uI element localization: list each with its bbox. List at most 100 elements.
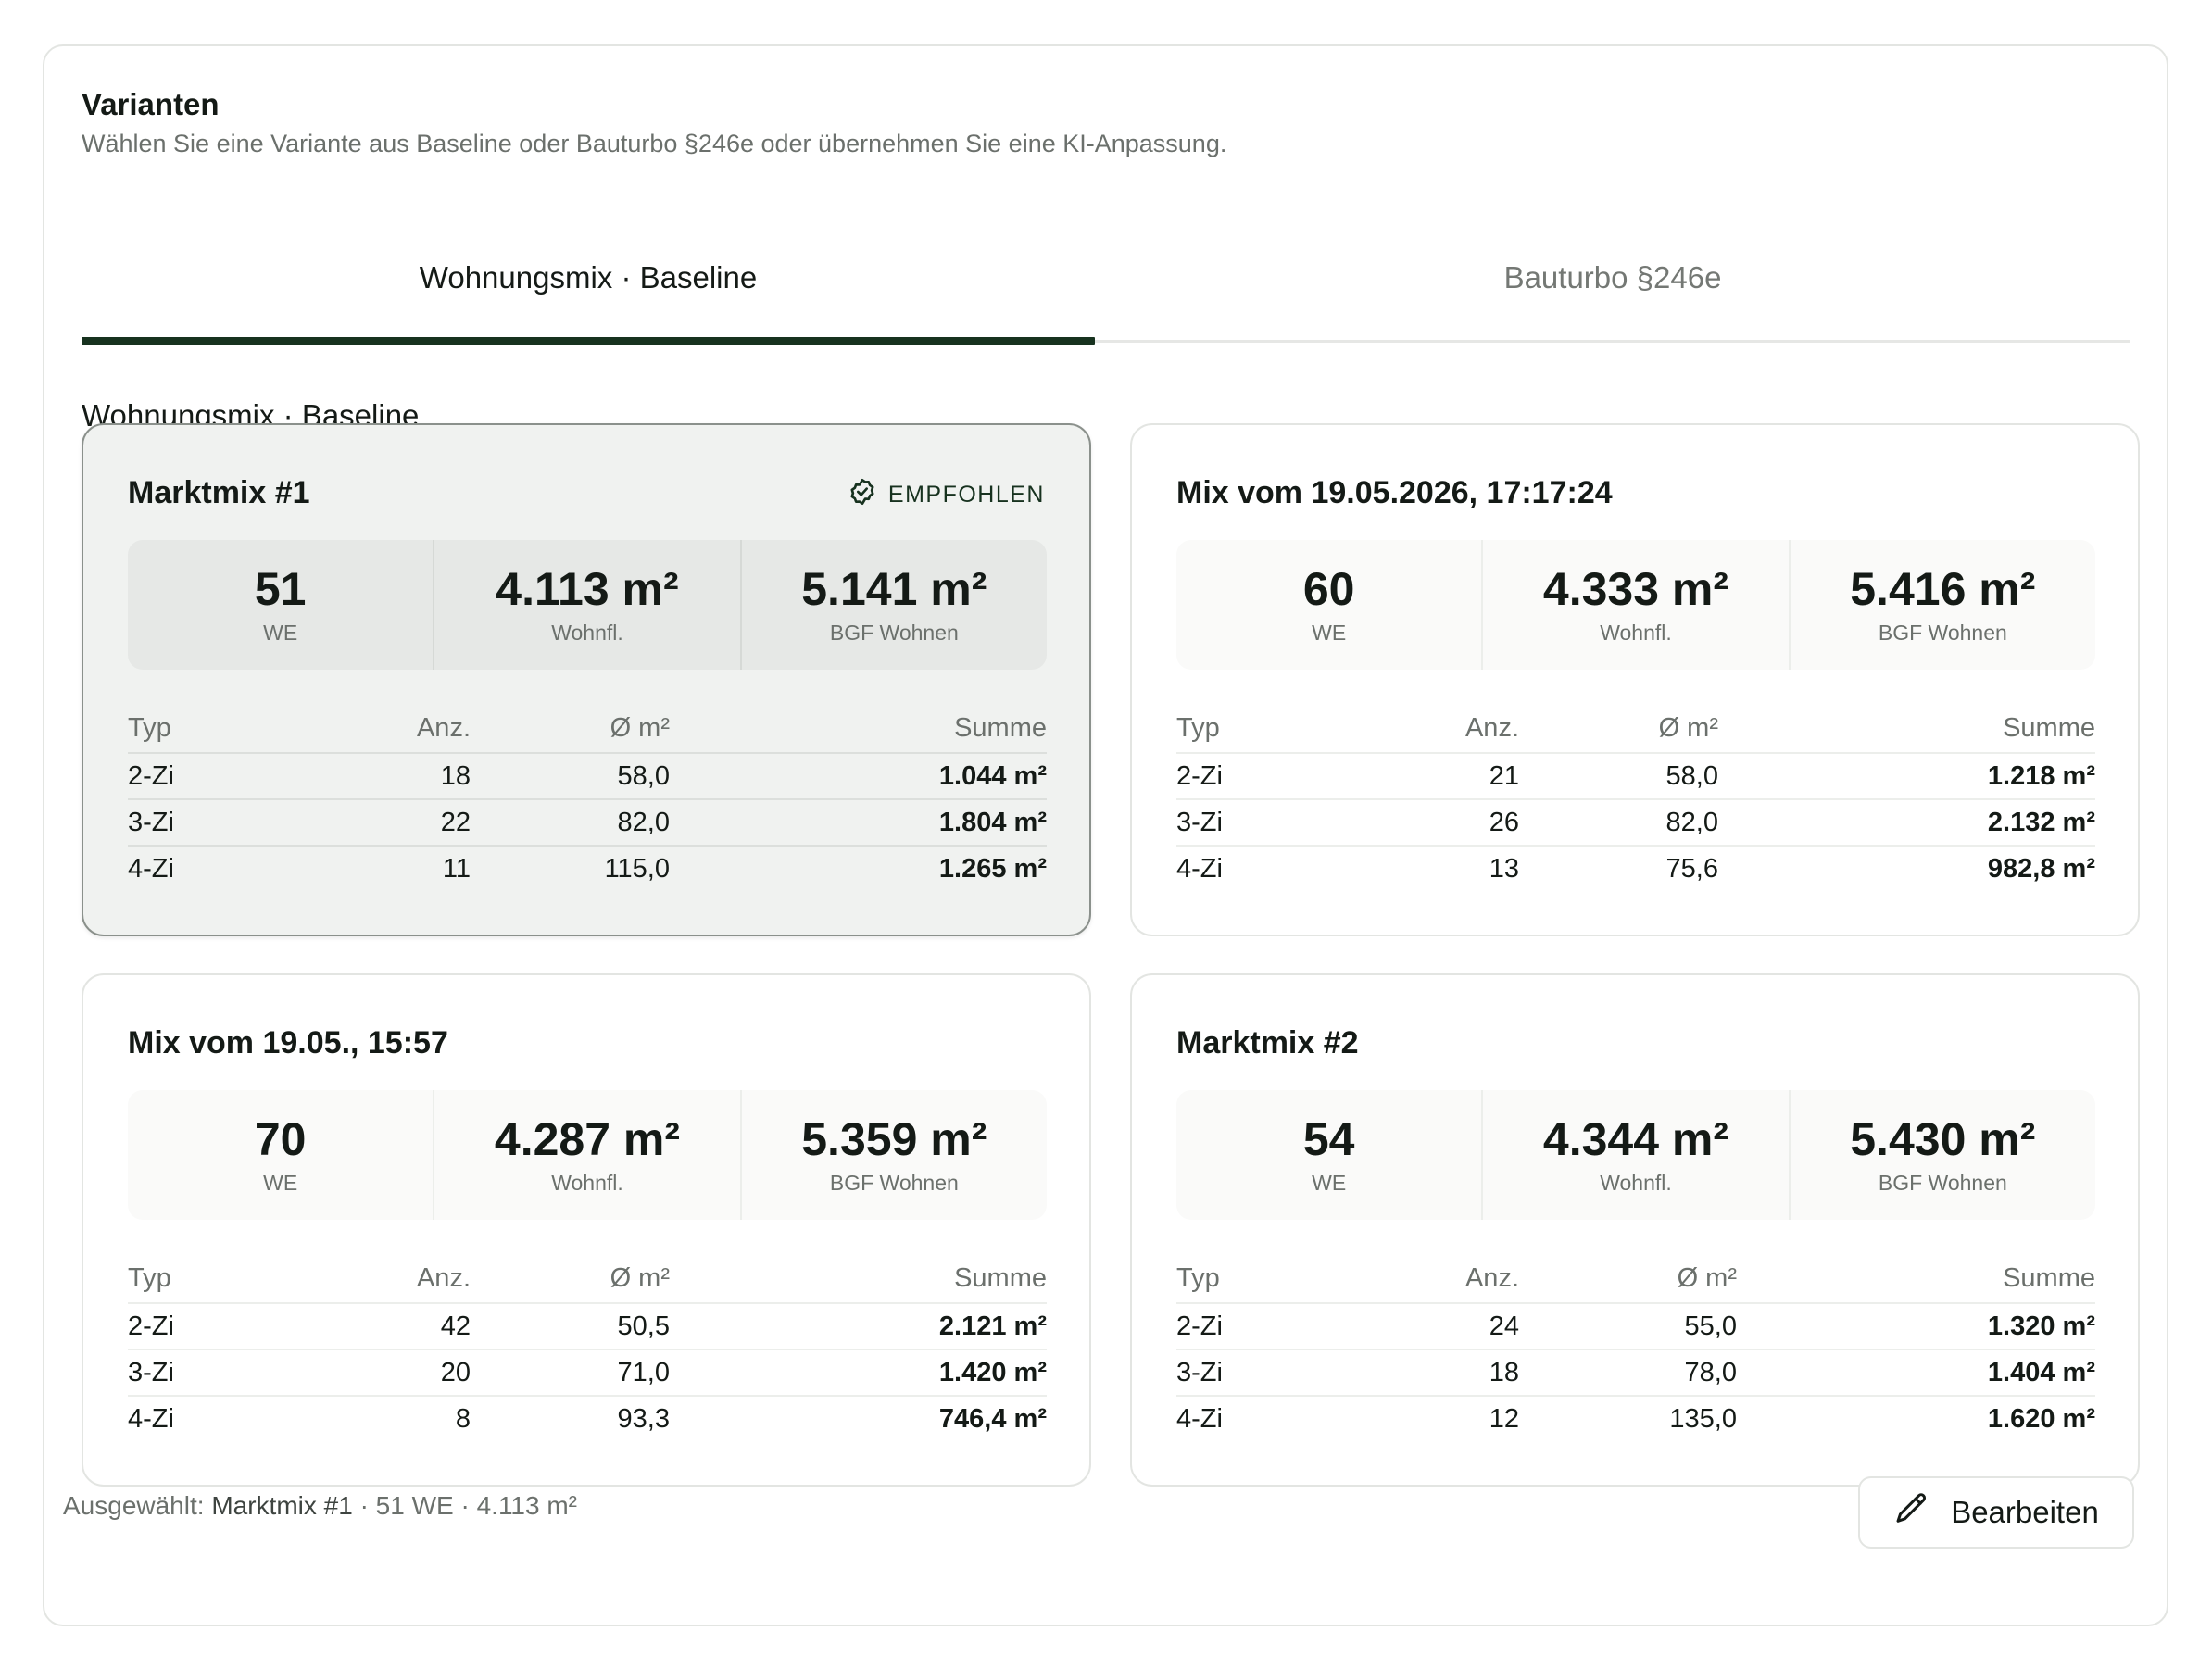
stat-label: WE bbox=[263, 621, 298, 645]
cell-avg: 82,0 bbox=[471, 798, 670, 846]
cell-avg: 135,0 bbox=[1519, 1395, 1737, 1442]
cell-anz: 18 bbox=[1343, 1349, 1519, 1396]
cell-sum: 1.218 m² bbox=[1718, 752, 2095, 799]
cell-typ: 3-Zi bbox=[128, 798, 295, 846]
table-row: 2-Zi 42 50,5 2.121 m² bbox=[128, 1302, 1047, 1349]
edit-button[interactable]: Bearbeiten bbox=[1858, 1476, 2134, 1549]
cell-avg: 58,0 bbox=[1519, 752, 1718, 799]
unit-mix-table: Typ Anz. Ø m² Summe 2-Zi 24 55,0 1.320 m… bbox=[1176, 1255, 2095, 1442]
check-badge-icon bbox=[848, 477, 877, 513]
table-header-row: Typ Anz. Ø m² Summe bbox=[1176, 705, 2095, 753]
table-row: 2-Zi 18 58,0 1.044 m² bbox=[128, 752, 1047, 799]
stat-bgf: 5.416 m² BGF Wohnen bbox=[1788, 540, 2095, 670]
cell-anz: 12 bbox=[1343, 1395, 1519, 1442]
stat-value: 4.113 m² bbox=[496, 563, 679, 615]
cell-sum: 982,8 m² bbox=[1718, 845, 2095, 892]
cell-anz: 18 bbox=[295, 752, 471, 799]
stat-value: 5.141 m² bbox=[801, 563, 987, 615]
cell-typ: 2-Zi bbox=[128, 1302, 295, 1349]
table-header-row: Typ Anz. Ø m² Summe bbox=[128, 705, 1047, 753]
stat-label: BGF Wohnen bbox=[1878, 621, 2007, 645]
cell-typ: 4-Zi bbox=[1176, 1395, 1343, 1442]
cell-sum: 1.620 m² bbox=[1737, 1395, 2095, 1442]
col-header-sum: Summe bbox=[954, 713, 1047, 743]
stat-we: 54 WE bbox=[1176, 1090, 1481, 1220]
cell-avg: 55,0 bbox=[1519, 1302, 1737, 1349]
card-title: Marktmix #1 bbox=[128, 475, 310, 510]
summary-selected-name: Marktmix #1 bbox=[211, 1491, 353, 1520]
stat-value: 4.344 m² bbox=[1542, 1113, 1729, 1165]
variant-card-marktmix-1[interactable]: Marktmix #1 EMPFOHLEN 51 WE 4.113 m² Woh… bbox=[82, 423, 1091, 936]
stat-label: WE bbox=[263, 1171, 298, 1195]
cell-anz: 20 bbox=[295, 1349, 471, 1396]
cell-anz: 42 bbox=[295, 1302, 471, 1349]
table-row: 2-Zi 21 58,0 1.218 m² bbox=[1176, 752, 2095, 799]
stat-wohnflaeche: 4.287 m² Wohnfl. bbox=[433, 1090, 739, 1220]
unit-mix-table: Typ Anz. Ø m² Summe 2-Zi 42 50,5 2.121 m… bbox=[128, 1255, 1047, 1442]
cell-sum: 2.132 m² bbox=[1718, 798, 2095, 846]
stat-bgf: 5.359 m² BGF Wohnen bbox=[739, 1090, 1047, 1220]
stat-bgf: 5.141 m² BGF Wohnen bbox=[739, 540, 1047, 670]
pencil-icon bbox=[1893, 1490, 1930, 1535]
cell-typ: 3-Zi bbox=[1176, 1349, 1343, 1396]
table-header-row: Typ Anz. Ø m² Summe bbox=[128, 1255, 1047, 1303]
cell-sum: 1.044 m² bbox=[670, 752, 1047, 799]
stat-value: 5.416 m² bbox=[1850, 563, 2036, 615]
summary-details: · 51 WE · 4.113 m² bbox=[352, 1491, 578, 1520]
cell-typ: 2-Zi bbox=[1176, 752, 1343, 799]
card-title: Mix vom 19.05., 15:57 bbox=[128, 1025, 448, 1060]
badge-label: EMPFOHLEN bbox=[887, 482, 1045, 508]
tab-bauturbo[interactable]: Bauturbo §246e bbox=[1503, 260, 1722, 295]
col-header-avg: Ø m² bbox=[1658, 713, 1718, 743]
stat-value: 5.359 m² bbox=[801, 1113, 987, 1165]
stat-wohnflaeche: 4.344 m² Wohnfl. bbox=[1481, 1090, 1788, 1220]
variant-card-mix-19-05[interactable]: Mix vom 19.05., 15:57 70 WE 4.287 m² Woh… bbox=[82, 973, 1091, 1487]
edit-button-label: Bearbeiten bbox=[1951, 1495, 2099, 1529]
col-header-anz: Anz. bbox=[1464, 1263, 1519, 1293]
stat-value: 54 bbox=[1302, 1113, 1355, 1165]
cell-anz: 11 bbox=[295, 845, 471, 892]
cell-typ: 4-Zi bbox=[1176, 845, 1343, 892]
cell-sum: 746,4 m² bbox=[670, 1395, 1047, 1442]
stats-box: 51 WE 4.113 m² Wohnfl. 5.141 m² BGF Wohn… bbox=[128, 540, 1047, 670]
stats-box: 70 WE 4.287 m² Wohnfl. 5.359 m² BGF Wohn… bbox=[128, 1090, 1047, 1220]
cell-typ: 3-Zi bbox=[1176, 798, 1343, 846]
cell-avg: 82,0 bbox=[1519, 798, 1718, 846]
panel-title: Varianten bbox=[82, 87, 220, 121]
cell-sum: 1.404 m² bbox=[1737, 1349, 2095, 1396]
cell-sum: 1.804 m² bbox=[670, 798, 1047, 846]
stat-wohnflaeche: 4.113 m² Wohnfl. bbox=[433, 540, 739, 670]
stat-label: BGF Wohnen bbox=[1878, 1171, 2007, 1195]
tab-wohnungsmix-baseline[interactable]: Wohnungsmix · Baseline bbox=[419, 260, 758, 295]
panel-subtitle: Wählen Sie eine Variante aus Baseline od… bbox=[82, 130, 1227, 157]
stats-box: 54 WE 4.344 m² Wohnfl. 5.430 m² BGF Wohn… bbox=[1176, 1090, 2095, 1220]
cell-typ: 3-Zi bbox=[128, 1349, 295, 1396]
variant-card-mix-19-05-2026[interactable]: Mix vom 19.05.2026, 17:17:24 60 WE 4.333… bbox=[1130, 423, 2140, 936]
cell-typ: 4-Zi bbox=[128, 845, 295, 892]
table-row: 4-Zi 13 75,6 982,8 m² bbox=[1176, 845, 2095, 892]
cell-avg: 75,6 bbox=[1519, 845, 1718, 892]
stat-value: 5.430 m² bbox=[1850, 1113, 2036, 1165]
cell-anz: 26 bbox=[1343, 798, 1519, 846]
unit-mix-table: Typ Anz. Ø m² Summe 2-Zi 18 58,0 1.044 m… bbox=[128, 705, 1047, 892]
stat-label: WE bbox=[1312, 621, 1347, 645]
stat-value: 4.287 m² bbox=[494, 1113, 681, 1165]
stat-label: WE bbox=[1312, 1171, 1347, 1195]
cell-typ: 2-Zi bbox=[128, 752, 295, 799]
stat-label: Wohnfl. bbox=[1600, 621, 1672, 645]
cell-anz: 8 bbox=[295, 1395, 471, 1442]
variants-panel: Varianten Wählen Sie eine Variante aus B… bbox=[43, 44, 2168, 1626]
cell-sum: 1.265 m² bbox=[670, 845, 1047, 892]
col-header-anz: Anz. bbox=[1464, 713, 1519, 743]
stats-box: 60 WE 4.333 m² Wohnfl. 5.416 m² BGF Wohn… bbox=[1176, 540, 2095, 670]
variant-card-marktmix-2[interactable]: Marktmix #2 54 WE 4.344 m² Wohnfl. 5.430… bbox=[1130, 973, 2140, 1487]
table-row: 3-Zi 18 78,0 1.404 m² bbox=[1176, 1349, 2095, 1396]
stat-value: 60 bbox=[1302, 563, 1355, 615]
card-title: Marktmix #2 bbox=[1176, 1025, 1359, 1060]
stat-we: 60 WE bbox=[1176, 540, 1481, 670]
active-tab-indicator bbox=[82, 337, 1095, 345]
stat-value: 70 bbox=[254, 1113, 307, 1165]
cell-anz: 24 bbox=[1343, 1302, 1519, 1349]
recommended-badge: EMPFOHLEN bbox=[848, 477, 1045, 513]
table-row: 2-Zi 24 55,0 1.320 m² bbox=[1176, 1302, 2095, 1349]
